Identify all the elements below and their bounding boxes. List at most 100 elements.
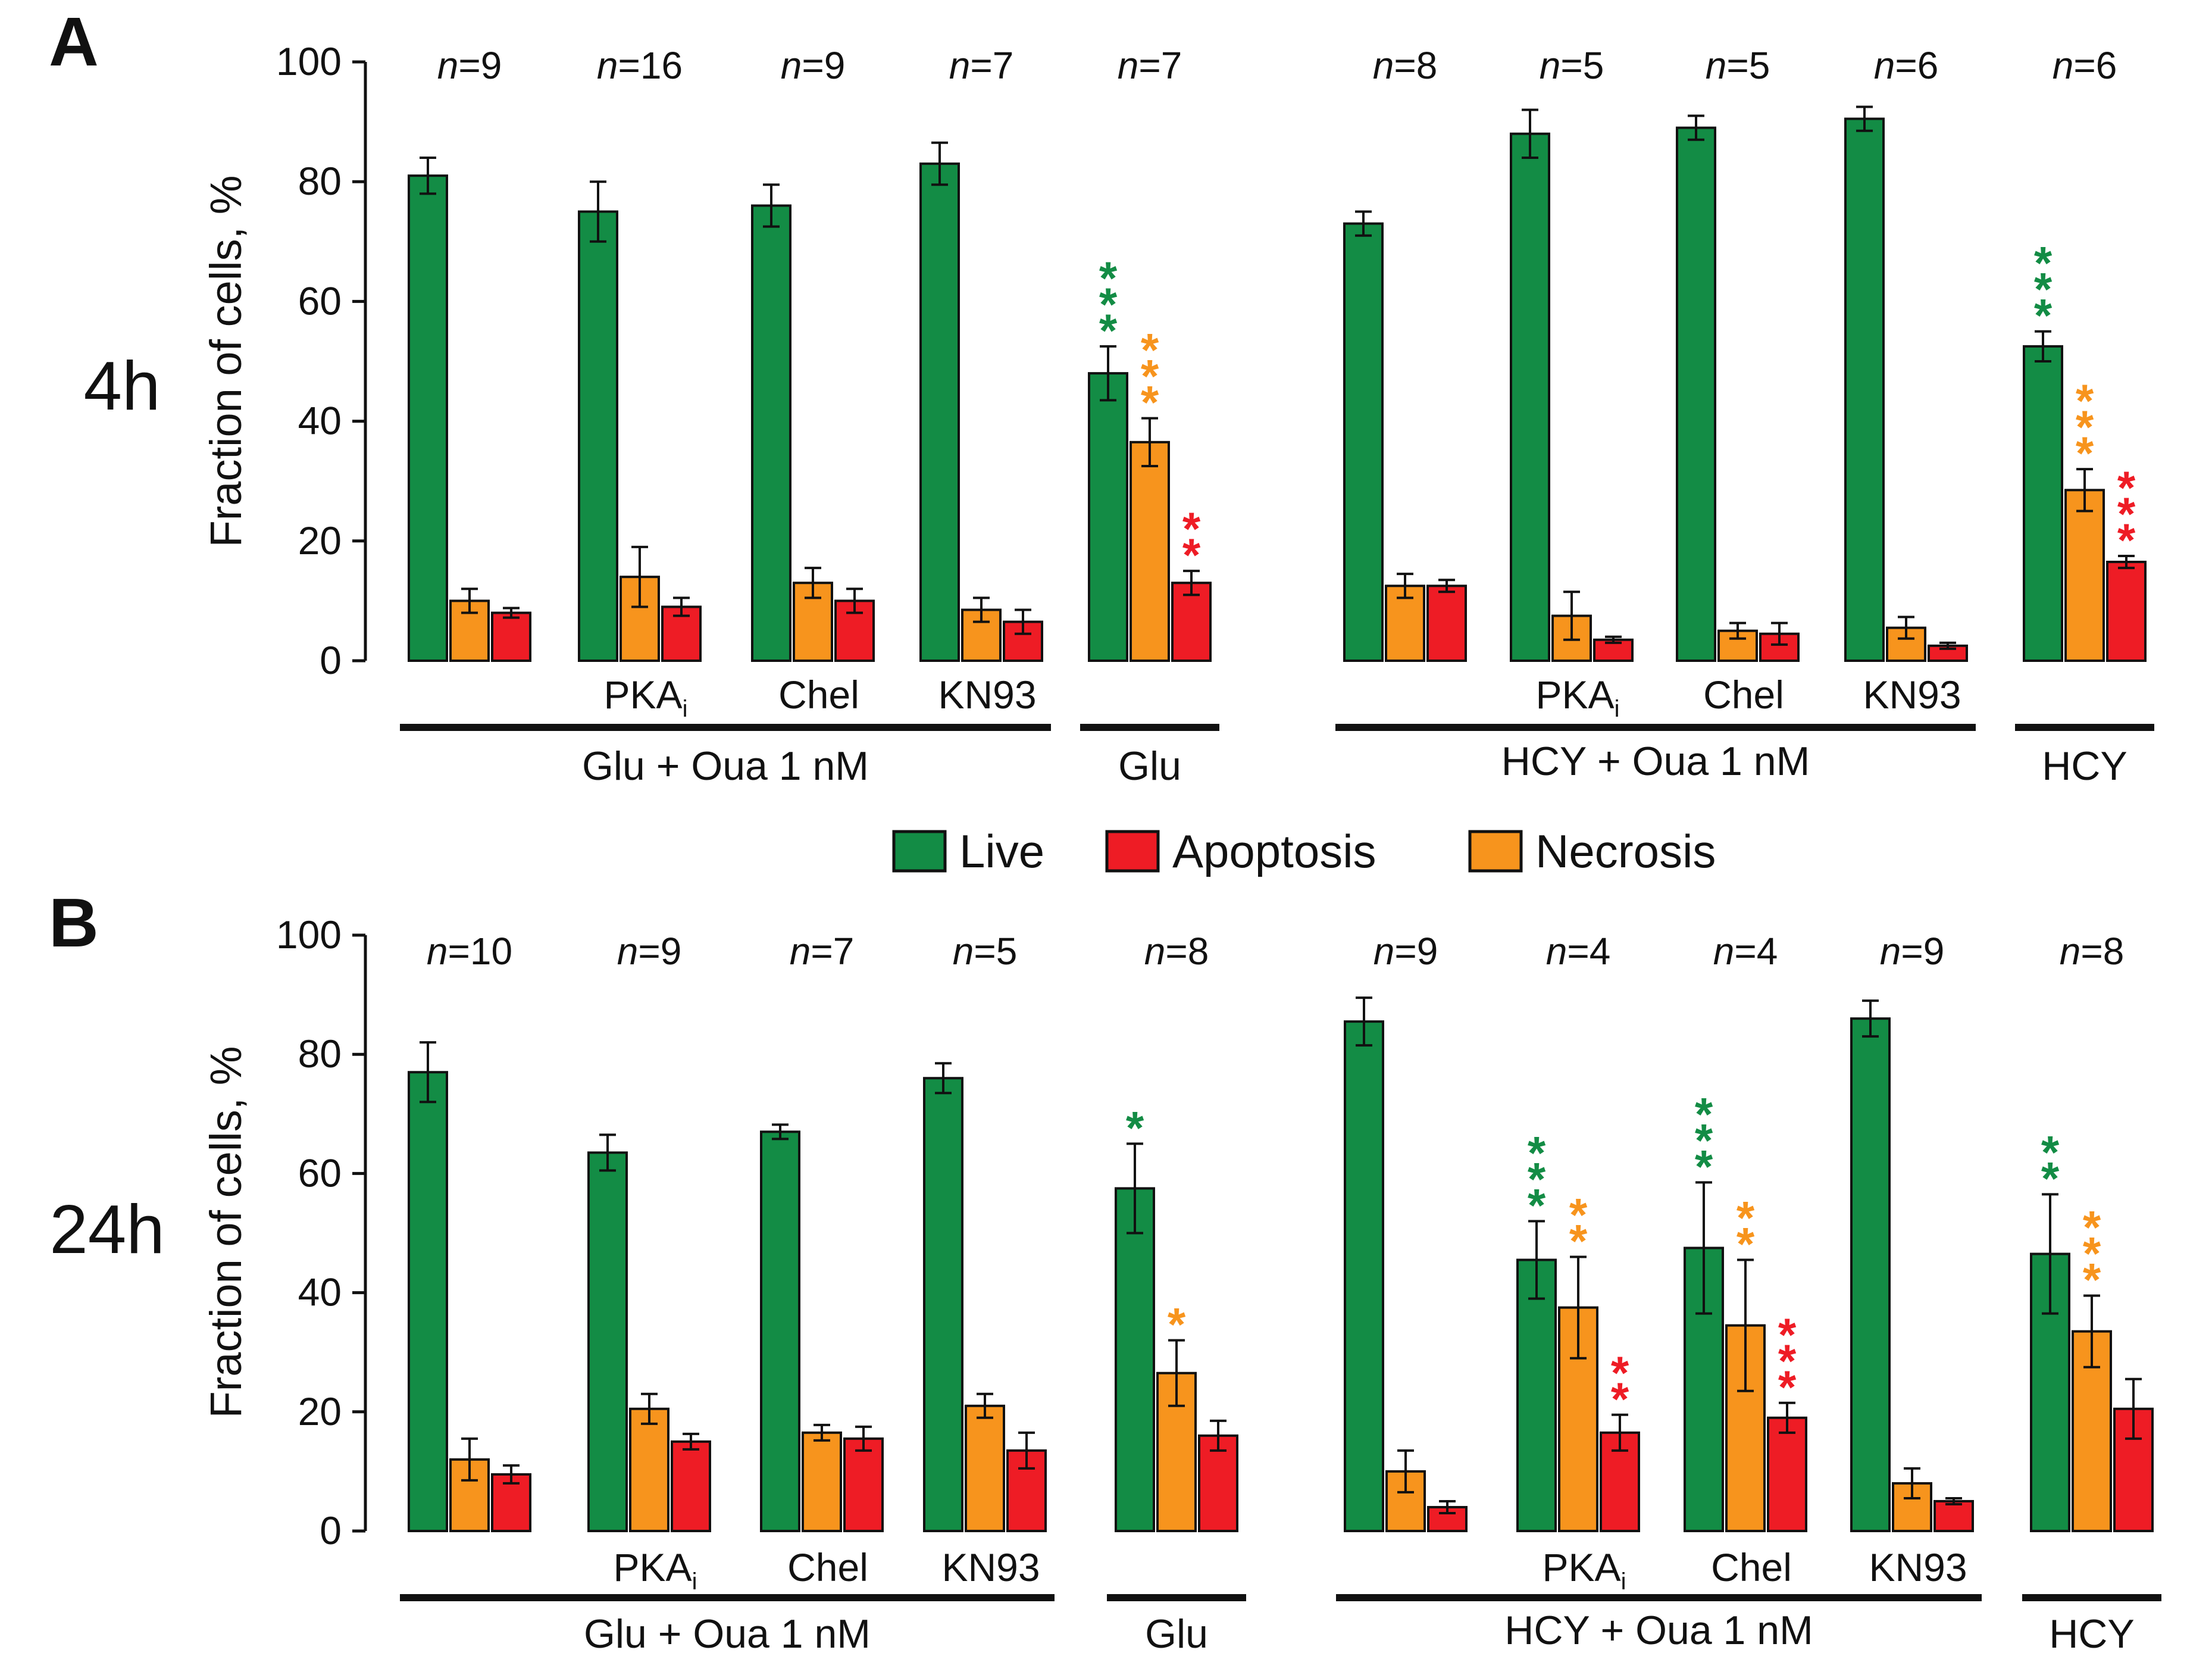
n-label-value: =4	[1734, 930, 1778, 973]
n-label-prefix: n	[437, 44, 459, 87]
legend-swatch-apoptosis	[1105, 830, 1160, 873]
y-tick-label: 100	[276, 913, 342, 957]
condition-group: n=7 KN93	[919, 44, 1043, 717]
n-label-prefix: n	[790, 930, 811, 973]
n-label: n=6	[2053, 44, 2117, 87]
panel-letter: B	[49, 884, 99, 961]
significance-star: *	[1528, 1179, 1546, 1231]
bar-live	[1844, 117, 1885, 662]
n-label-prefix: n	[1706, 44, 1727, 87]
n-label-value: =8	[2080, 930, 2124, 973]
legend: Live Apoptosis Necrosis	[892, 825, 1716, 877]
significance-star: *	[2034, 289, 2053, 342]
n-label-prefix: n	[2053, 44, 2074, 87]
condition-group: n=7********	[1088, 44, 1212, 662]
significance-star: *	[1182, 529, 1201, 581]
condition-label-sub: i	[692, 1568, 697, 1595]
significance-star: *	[2117, 488, 2136, 540]
condition-group: n=9 KN93	[1850, 930, 1974, 1589]
n-label: n=8	[2060, 930, 2125, 973]
significance-stars: ***	[2076, 374, 2094, 479]
bar-live	[587, 1151, 628, 1532]
significance-star: *	[1182, 502, 1201, 555]
bar-necrosis	[2064, 489, 2105, 662]
significance-stars: ***	[2083, 1201, 2101, 1306]
bar-live	[2023, 345, 2063, 662]
bar-apoptosis	[661, 605, 702, 663]
n-label: n=10	[427, 930, 512, 973]
n-label-prefix: n	[1546, 930, 1568, 973]
condition-label: PKAi	[1543, 1545, 1626, 1595]
significance-star: *	[1737, 1192, 1755, 1244]
significance-star: *	[2083, 1254, 2101, 1306]
significance-star: *	[2076, 401, 2094, 453]
condition-label-sub: i	[683, 696, 688, 722]
condition-label: KN93	[938, 673, 1036, 717]
n-label-value: =4	[1567, 930, 1610, 973]
significance-stars: ***	[1141, 324, 1159, 429]
bar-apoptosis	[1426, 585, 1467, 662]
condition-label: KN93	[1869, 1545, 1967, 1589]
n-label-prefix: n	[1144, 930, 1166, 973]
n-label: n=9	[617, 930, 682, 973]
bar-necrosis	[1130, 440, 1170, 662]
n-label-prefix: n	[1373, 930, 1395, 973]
y-axis-label: Fraction of cells, %	[201, 1046, 251, 1418]
condition-label: PKAi	[1536, 673, 1620, 722]
condition-label-main: Chel	[1703, 673, 1784, 717]
bar-necrosis	[802, 1431, 842, 1532]
significance-stars: **	[1182, 502, 1201, 581]
y-tick-label: 20	[298, 518, 342, 563]
n-label-value: =16	[618, 44, 683, 87]
legend-item-apoptosis: Apoptosis	[1105, 825, 1376, 877]
group-label: Glu + Oua 1 nM	[582, 743, 869, 789]
y-tick-label: 60	[298, 1151, 342, 1195]
condition-label: PKAi	[604, 673, 688, 722]
significance-star: *	[1569, 1189, 1588, 1241]
condition-group: n=9	[1344, 930, 1468, 1532]
bar-live	[408, 1071, 448, 1532]
y-tick-label: 80	[298, 159, 342, 203]
bar-apoptosis	[1171, 582, 1212, 662]
condition-group: n=5 PKAi	[1510, 44, 1634, 722]
n-label-value: =10	[448, 930, 513, 973]
condition-label: Chel	[1711, 1545, 1792, 1589]
condition-label-main: KN93	[1869, 1545, 1967, 1589]
condition-group: n=8	[1343, 44, 1467, 662]
y-tick-label: 60	[298, 279, 342, 323]
bar-live	[1115, 1187, 1155, 1533]
n-label: n=7	[790, 930, 855, 973]
n-label-prefix: n	[1874, 44, 1895, 87]
n-label-value: =7	[1138, 44, 1182, 87]
bar-apoptosis	[843, 1437, 884, 1532]
significance-star: *	[1569, 1215, 1588, 1267]
significance-stars: ***	[1778, 1308, 1797, 1413]
significance-star: *	[1141, 350, 1159, 402]
bar-live	[1850, 1017, 1891, 1532]
significance-star: *	[1737, 1218, 1755, 1270]
n-label-value: =5	[974, 930, 1017, 973]
group-label: HCY + Oua 1 nM	[1501, 739, 1810, 784]
n-label-value: =6	[2073, 44, 2117, 87]
significance-stars: ***	[2034, 237, 2053, 342]
significance-star: *	[1611, 1373, 1629, 1425]
panel-letter: A	[49, 3, 99, 80]
n-label-value: =9	[1901, 930, 1944, 973]
significance-star: *	[1099, 278, 1118, 330]
n-label-prefix: n	[617, 930, 639, 973]
condition-label-main: PKA	[1536, 673, 1615, 717]
bar-live	[408, 174, 448, 662]
bar-live	[1510, 132, 1550, 663]
n-label-prefix: n	[1540, 44, 1561, 87]
significance-stars: ***	[1528, 1126, 1546, 1231]
significance-star: *	[2034, 237, 2053, 289]
bar-necrosis	[965, 1404, 1005, 1533]
y-tick-label: 40	[298, 1270, 342, 1314]
significance-stars: ***	[2117, 461, 2136, 566]
n-label: n=9	[781, 44, 846, 87]
bar-apoptosis	[1767, 1416, 1807, 1533]
group-label: HCY	[2049, 1611, 2135, 1656]
group-label: Glu	[1145, 1611, 1208, 1656]
